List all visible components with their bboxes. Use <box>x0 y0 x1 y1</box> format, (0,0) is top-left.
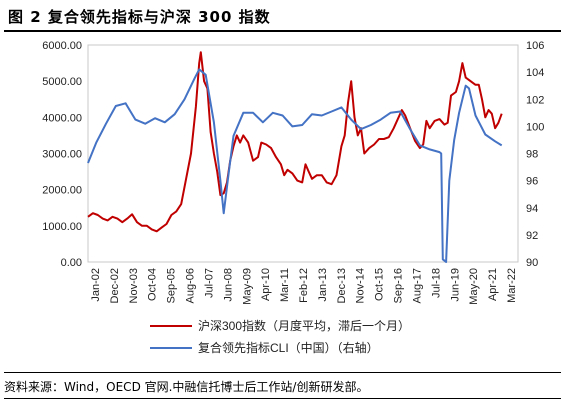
x-axis-tick-label: Jul-18 <box>430 268 442 298</box>
left-axis-tick-label: 6000.00 <box>42 40 82 52</box>
x-axis-tick-label: Mar-22 <box>506 268 518 303</box>
x-axis-tick-label: Jan-13 <box>317 268 329 302</box>
x-axis-tick-label: Oct-04 <box>147 268 159 301</box>
legend-entry: 沪深300指数（月度平均，滞后一个月） <box>198 318 410 333</box>
x-axis-tick-label: Aug-06 <box>185 268 197 303</box>
right-axis-tick-label: 104 <box>526 67 544 79</box>
x-axis-tick-label: Jun-19 <box>449 268 461 302</box>
x-axis-tick-label: Dec-02 <box>109 268 121 303</box>
x-axis-tick-label: Aug-17 <box>411 268 423 303</box>
x-axis-tick-label: May-20 <box>468 268 480 305</box>
source-note: 资料来源：Wind，OECD 官网.中融信托博士后工作站/创新研发部。 <box>4 372 561 395</box>
right-axis-tick-label: 94 <box>526 203 538 215</box>
x-axis-tick-label: May-09 <box>241 268 253 305</box>
x-axis-tick-label: Jan-02 <box>90 268 102 302</box>
x-axis-tick-label: Dec-13 <box>336 268 348 303</box>
left-axis-tick-label: 5000.00 <box>42 76 82 88</box>
legend-entry: 复合领先指标CLI（中国）（右轴） <box>198 340 379 355</box>
left-axis-tick-label: 2000.00 <box>42 185 82 197</box>
left-axis-tick-label: 4000.00 <box>42 112 82 124</box>
right-axis-tick-label: 92 <box>526 230 538 242</box>
x-axis-tick-label: Nov-03 <box>128 268 140 303</box>
x-axis-tick-label: Sep-05 <box>166 268 178 303</box>
x-axis-tick-label: Jul-07 <box>203 268 215 298</box>
right-axis-tick-label: 100 <box>526 121 544 133</box>
right-axis-tick-label: 98 <box>526 149 538 161</box>
x-axis-tick-label: Apr-10 <box>260 268 272 301</box>
left-axis-tick-label: 3000.00 <box>42 149 82 161</box>
csi300-series-line <box>87 51 503 233</box>
x-axis-tick-label: Nov-14 <box>355 268 367 303</box>
bottom-rule <box>4 398 561 399</box>
right-axis-tick-label: 96 <box>526 176 538 188</box>
x-axis-tick-label: Mar-11 <box>279 268 291 302</box>
right-axis-tick-label: 90 <box>526 257 538 269</box>
x-axis-tick-label: Apr-21 <box>487 268 499 301</box>
x-axis-tick-label: Oct-15 <box>374 268 386 301</box>
cli-series-line <box>87 68 503 263</box>
title-bar: 图 2 复合领先指标与沪深 300 指数 <box>4 4 561 32</box>
x-axis-tick-label: Sep-16 <box>393 268 405 303</box>
figure-title: 图 2 复合领先指标与沪深 300 指数 <box>8 8 271 26</box>
plot-area-border <box>87 44 519 263</box>
left-axis-tick-label: 0.00 <box>61 257 82 269</box>
right-axis-tick-label: 106 <box>526 40 544 52</box>
x-axis-tick-label: Jun-08 <box>222 268 234 302</box>
dual-axis-line-chart: 0.00 1000.00 2000.00 3000.00 4000.00 5000.00 6… <box>42 40 544 355</box>
left-axis-tick-label: 1000.00 <box>42 221 82 233</box>
right-axis-tick-label: 102 <box>526 94 544 106</box>
x-axis-tick-label: Feb-12 <box>298 268 310 303</box>
